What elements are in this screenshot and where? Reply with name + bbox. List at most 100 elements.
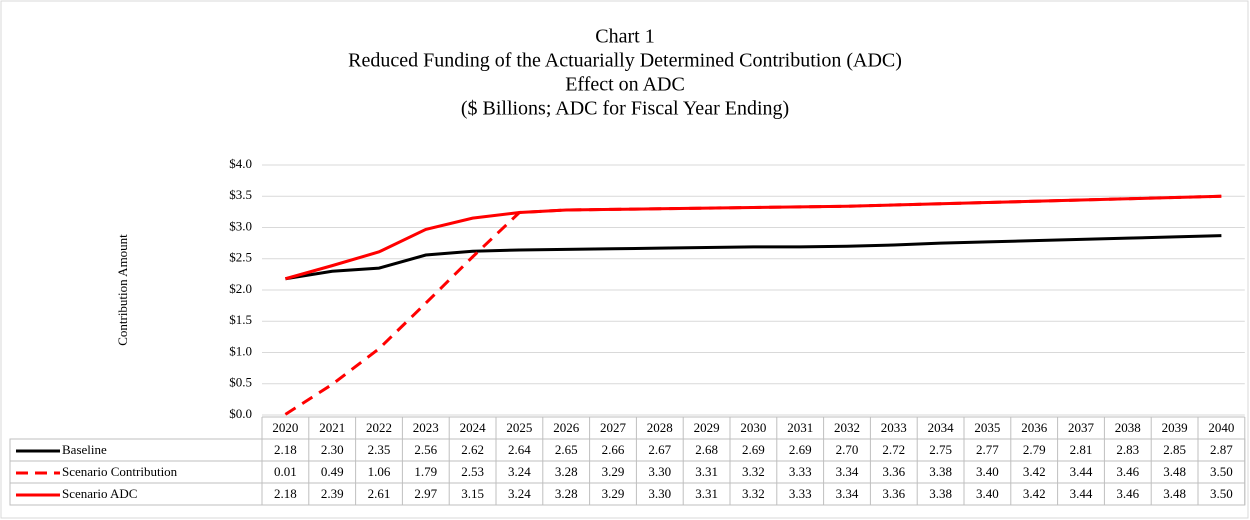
data-label: 2.66 bbox=[602, 442, 625, 457]
x-tick-label: 2021 bbox=[319, 420, 345, 435]
x-tick-label: 2040 bbox=[1208, 420, 1234, 435]
data-label: 3.50 bbox=[1210, 464, 1233, 479]
x-tick-label: 2031 bbox=[787, 420, 813, 435]
legend-label: Scenario ADC bbox=[62, 486, 137, 501]
data-label: 3.15 bbox=[461, 486, 484, 501]
data-label: 3.34 bbox=[836, 464, 859, 479]
data-label: 2.68 bbox=[695, 442, 718, 457]
x-tick-label: 2037 bbox=[1068, 420, 1095, 435]
data-label: 2.97 bbox=[414, 486, 437, 501]
data-label: 2.18 bbox=[274, 486, 297, 501]
data-label: 3.40 bbox=[976, 464, 999, 479]
chart-subtitle: Effect on ADC bbox=[565, 74, 685, 96]
data-label: 3.42 bbox=[1023, 486, 1046, 501]
data-label: 3.30 bbox=[648, 486, 671, 501]
data-label: 3.48 bbox=[1163, 464, 1186, 479]
data-label: 2.53 bbox=[461, 464, 484, 479]
x-tick-label: 2027 bbox=[600, 420, 627, 435]
data-label: 3.38 bbox=[929, 464, 952, 479]
data-label: 3.28 bbox=[555, 486, 578, 501]
data-label: 2.62 bbox=[461, 442, 484, 457]
y-tick-label: $4.0 bbox=[229, 156, 252, 171]
data-label: 3.29 bbox=[602, 464, 625, 479]
data-label: 2.65 bbox=[555, 442, 578, 457]
chart-title: Chart 1 bbox=[595, 26, 654, 48]
data-label: 2.83 bbox=[1116, 442, 1139, 457]
data-label: 2.87 bbox=[1210, 442, 1233, 457]
data-label: 2.39 bbox=[321, 486, 344, 501]
data-label: 3.48 bbox=[1163, 486, 1186, 501]
x-tick-label: 2036 bbox=[1021, 420, 1048, 435]
series-line bbox=[284, 194, 1222, 281]
data-label: 2.69 bbox=[789, 442, 812, 457]
data-label: 3.40 bbox=[976, 486, 999, 501]
data-label: 0.49 bbox=[321, 464, 344, 479]
data-label: 3.33 bbox=[789, 486, 812, 501]
data-label: 3.32 bbox=[742, 486, 765, 501]
chart-subtitle: ($ Billions; ADC for Fiscal Year Ending) bbox=[461, 98, 789, 120]
data-label: 2.18 bbox=[274, 442, 297, 457]
x-tick-label: 2020 bbox=[272, 420, 298, 435]
data-label: 3.44 bbox=[1070, 464, 1093, 479]
series-line bbox=[285, 234, 1222, 281]
y-tick-label: $1.0 bbox=[229, 343, 252, 358]
x-tick-label: 2022 bbox=[366, 420, 392, 435]
data-label: 2.75 bbox=[929, 442, 952, 457]
table-border bbox=[9, 438, 1246, 506]
data-label: 3.32 bbox=[742, 464, 765, 479]
data-label: 1.79 bbox=[414, 464, 437, 479]
data-label: 3.24 bbox=[508, 486, 531, 501]
data-label: 3.42 bbox=[1023, 464, 1046, 479]
data-label: 2.81 bbox=[1070, 442, 1093, 457]
data-label: 3.30 bbox=[648, 464, 671, 479]
data-label: 2.67 bbox=[648, 442, 671, 457]
y-tick-label: $1.5 bbox=[229, 312, 252, 327]
x-tick-label: 2038 bbox=[1115, 420, 1141, 435]
data-label: 2.77 bbox=[976, 442, 999, 457]
data-label: 2.79 bbox=[1023, 442, 1046, 457]
data-label: 2.72 bbox=[882, 442, 905, 457]
data-label: 2.61 bbox=[368, 486, 391, 501]
y-tick-label: $0.0 bbox=[229, 406, 252, 421]
data-label: 2.69 bbox=[742, 442, 765, 457]
x-tick-label: 2035 bbox=[974, 420, 1000, 435]
data-label: 2.85 bbox=[1163, 442, 1186, 457]
data-label: 1.06 bbox=[368, 464, 391, 479]
y-tick-label: $3.0 bbox=[229, 218, 252, 233]
data-label: 3.34 bbox=[836, 486, 859, 501]
data-label: 3.28 bbox=[555, 464, 578, 479]
data-label: 2.35 bbox=[368, 442, 391, 457]
y-tick-label: $0.5 bbox=[229, 375, 252, 390]
data-label: 3.46 bbox=[1116, 486, 1139, 501]
x-tick-label: 2029 bbox=[694, 420, 720, 435]
x-tick-label: 2024 bbox=[460, 420, 487, 435]
x-tick-label: 2033 bbox=[881, 420, 907, 435]
data-label: 3.44 bbox=[1070, 486, 1093, 501]
data-label: 3.46 bbox=[1116, 464, 1139, 479]
data-label: 3.24 bbox=[508, 464, 531, 479]
legend-label: Baseline bbox=[62, 442, 107, 457]
data-label: 3.31 bbox=[695, 464, 718, 479]
data-label: 2.56 bbox=[414, 442, 437, 457]
y-tick-label: $2.0 bbox=[229, 281, 252, 296]
y-axis-label: Contribution Amount bbox=[115, 234, 130, 346]
data-label: 3.36 bbox=[882, 486, 905, 501]
x-tick-label: 2023 bbox=[413, 420, 439, 435]
x-tick-label: 2032 bbox=[834, 420, 860, 435]
legend-label: Scenario Contribution bbox=[62, 464, 178, 479]
data-label: 2.30 bbox=[321, 442, 344, 457]
x-tick-label: 2025 bbox=[506, 420, 532, 435]
data-label: 3.29 bbox=[602, 486, 625, 501]
x-tick-label: 2028 bbox=[647, 420, 673, 435]
data-label: 0.01 bbox=[274, 464, 297, 479]
x-tick-label: 2030 bbox=[740, 420, 766, 435]
data-label: 3.36 bbox=[882, 464, 905, 479]
x-tick-label: 2034 bbox=[928, 420, 955, 435]
x-tick-label: 2039 bbox=[1162, 420, 1188, 435]
data-label: 3.33 bbox=[789, 464, 812, 479]
data-label: 2.70 bbox=[836, 442, 859, 457]
chart-subtitle: Reduced Funding of the Actuarially Deter… bbox=[348, 50, 902, 72]
data-label: 2.64 bbox=[508, 442, 531, 457]
